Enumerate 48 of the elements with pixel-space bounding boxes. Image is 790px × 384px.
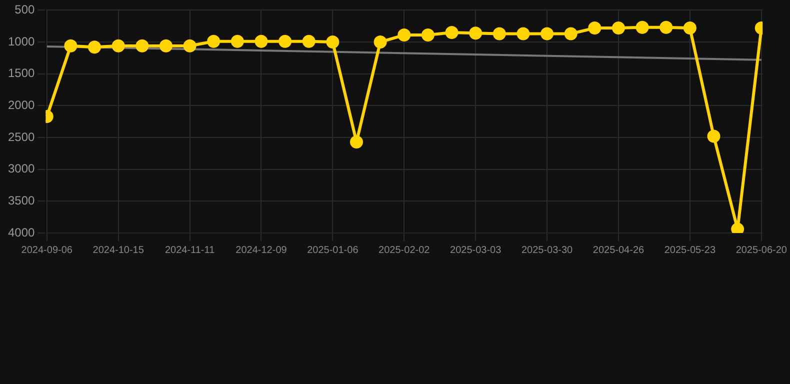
x-tick-label: 2024-10-15 bbox=[92, 244, 144, 256]
point bbox=[207, 34, 220, 48]
point bbox=[374, 36, 387, 49]
y-tick-label: 2500 bbox=[8, 130, 36, 144]
point bbox=[254, 34, 268, 48]
x-tick-label: 2025-06-20 bbox=[736, 244, 788, 256]
point bbox=[302, 34, 316, 48]
point bbox=[707, 130, 720, 143]
point bbox=[278, 34, 292, 48]
y-tick-label: 2000 bbox=[8, 98, 36, 112]
x-tick-label: 2025-03-30 bbox=[521, 244, 574, 256]
point bbox=[612, 22, 625, 35]
x-tick-label: 2024-09-06 bbox=[21, 244, 73, 256]
point bbox=[492, 27, 506, 40]
point bbox=[445, 26, 458, 39]
point bbox=[731, 222, 744, 233]
y-tick-label: 3000 bbox=[8, 162, 36, 176]
point bbox=[350, 135, 364, 148]
y-tick-label: 1500 bbox=[8, 66, 36, 80]
y-tick-label: 3500 bbox=[8, 193, 36, 208]
point bbox=[564, 27, 578, 40]
y-tick-label: 1000 bbox=[8, 34, 36, 48]
point bbox=[88, 40, 102, 54]
point bbox=[683, 22, 696, 35]
x-tick-label: 2025-01-06 bbox=[307, 244, 359, 256]
y-tick-label: 500 bbox=[14, 2, 36, 17]
point bbox=[183, 39, 196, 52]
x-tick-label: 2025-02-02 bbox=[378, 244, 430, 256]
y-tick-label: 4000 bbox=[8, 225, 36, 240]
point bbox=[326, 36, 340, 49]
point bbox=[112, 39, 125, 52]
point bbox=[469, 26, 482, 40]
point bbox=[230, 34, 244, 48]
point bbox=[136, 39, 149, 52]
point bbox=[64, 39, 78, 52]
x-tick-label: 2025-05-23 bbox=[664, 244, 716, 256]
point bbox=[660, 20, 673, 34]
x-tick-label: 2024-11-11 bbox=[164, 244, 216, 256]
x-tick-label: 2025-03-03 bbox=[450, 244, 502, 256]
x-tick-label: 2025-04-26 bbox=[592, 244, 644, 256]
point bbox=[159, 39, 172, 52]
point bbox=[516, 27, 530, 40]
x-tick-label: 2024-12-09 bbox=[236, 244, 288, 256]
point bbox=[398, 28, 411, 42]
point bbox=[588, 22, 602, 35]
point bbox=[636, 20, 649, 34]
point bbox=[540, 27, 554, 40]
point bbox=[421, 28, 434, 42]
